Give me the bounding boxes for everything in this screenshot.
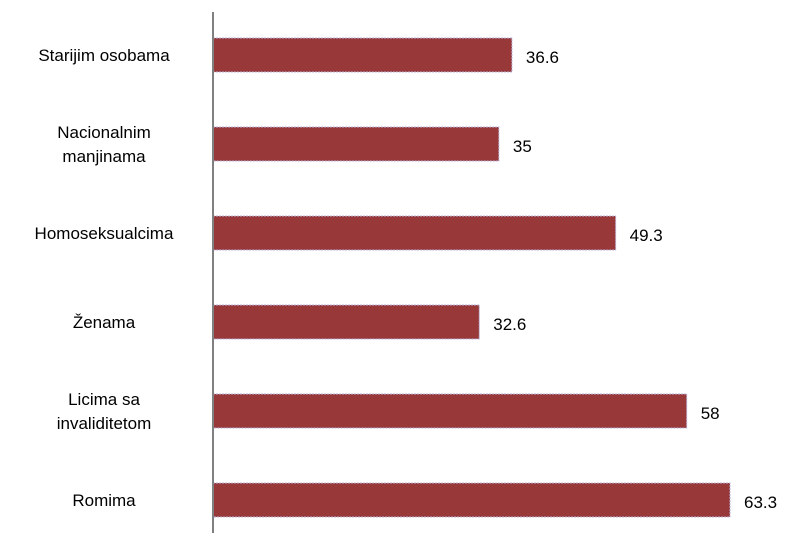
category-label: Licima sa invaliditetom — [57, 390, 152, 433]
category-labels-group: Starijim osobama Nacionalnim manjinama Homo… — [35, 46, 174, 510]
bar — [212, 304, 480, 340]
category-label: Homoseksualcima — [35, 224, 174, 243]
category-label: Nacionalnim manjinama — [57, 123, 151, 166]
bar — [212, 126, 500, 162]
value-label: 49.3 — [630, 226, 663, 245]
value-label: 32.6 — [493, 315, 526, 334]
category-label: Ženama — [73, 313, 136, 332]
value-label: 35 — [513, 137, 532, 156]
bars-group — [212, 37, 731, 518]
bar — [212, 215, 617, 251]
category-label-line: invaliditetom — [57, 414, 152, 433]
category-label-line: Licima sa — [68, 390, 140, 409]
category-label-line: Starijim osobama — [38, 46, 170, 65]
value-label: 58 — [701, 404, 720, 423]
category-label-line: Romima — [72, 491, 136, 510]
category-label-line: Homoseksualcima — [35, 224, 174, 243]
category-label-line: Ženama — [73, 313, 136, 332]
value-labels-group: 36.6 35 49.3 32.6 58 63.3 — [493, 48, 777, 512]
category-label: Starijim osobama — [38, 46, 170, 65]
bar — [212, 482, 731, 518]
bar — [212, 393, 688, 429]
category-label: Romima — [72, 491, 136, 510]
value-label: 63.3 — [744, 493, 777, 512]
value-label: 36.6 — [526, 48, 559, 67]
category-label-line: manjinama — [62, 147, 146, 166]
bar — [212, 37, 513, 73]
category-label-line: Nacionalnim — [57, 123, 151, 142]
